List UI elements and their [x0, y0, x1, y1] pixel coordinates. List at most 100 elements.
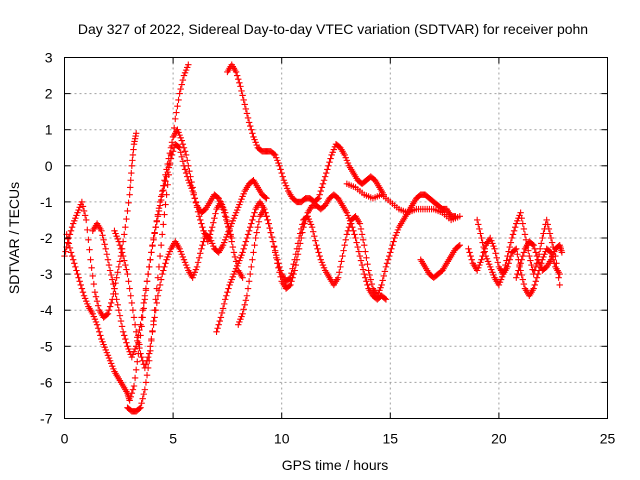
data-point — [264, 216, 271, 224]
data-point — [190, 191, 197, 198]
data-point — [238, 313, 245, 320]
data-point — [374, 292, 381, 299]
data-point — [93, 297, 101, 305]
data-point — [200, 238, 207, 245]
data-point — [267, 229, 275, 236]
data-point — [205, 233, 213, 241]
data-point — [240, 245, 247, 253]
data-point — [268, 233, 276, 241]
data-point — [473, 216, 481, 224]
data-point — [140, 299, 147, 307]
data-point — [123, 215, 130, 223]
data-point — [242, 297, 250, 304]
data-point — [103, 311, 111, 318]
data-point — [269, 238, 277, 245]
data-point — [506, 243, 513, 251]
data-point — [365, 267, 372, 274]
y-tick-labels: -7 -6 -5 -4 -3 -2 -1 0 1 2 3 — [40, 50, 53, 427]
data-point — [382, 296, 390, 303]
data-point — [229, 217, 237, 225]
data-point — [118, 323, 126, 330]
data-point — [387, 249, 394, 256]
data-point — [160, 221, 167, 228]
data-point — [319, 261, 327, 269]
data-point — [231, 268, 239, 275]
data-point — [142, 361, 150, 368]
data-point — [294, 240, 302, 247]
data-point — [356, 220, 364, 227]
data-point — [72, 263, 79, 271]
data-point — [363, 278, 370, 285]
data-point — [216, 317, 223, 325]
data-point — [520, 249, 528, 256]
data-point — [107, 271, 115, 279]
data-point — [525, 247, 532, 254]
data-point — [146, 350, 153, 357]
data-point — [125, 345, 132, 353]
data-point — [104, 352, 112, 359]
data-point — [334, 274, 342, 281]
data-point — [159, 231, 166, 238]
data-point — [245, 119, 253, 126]
data-point — [263, 213, 270, 220]
x-tick-label: 20 — [491, 431, 507, 447]
data-point — [344, 212, 352, 219]
data-point — [105, 307, 113, 314]
data-point — [174, 103, 181, 110]
data-point — [124, 207, 131, 215]
data-point — [271, 151, 279, 159]
data-point — [298, 225, 305, 233]
data-point — [124, 343, 131, 350]
data-point — [211, 214, 218, 222]
data-point — [74, 209, 81, 216]
data-point — [132, 328, 140, 336]
data-point — [223, 216, 230, 224]
data-point — [455, 242, 462, 250]
data-point — [511, 223, 519, 231]
data-point — [317, 187, 324, 195]
data-point — [530, 285, 537, 292]
data-point — [73, 267, 80, 274]
data-point — [232, 209, 240, 216]
data-point — [149, 242, 156, 249]
data-point — [222, 236, 229, 244]
data-point — [490, 271, 497, 279]
data-point — [223, 233, 230, 241]
data-point — [273, 251, 280, 259]
data-point — [162, 260, 169, 267]
data-point — [239, 92, 246, 99]
data-point — [143, 278, 151, 285]
data-point — [317, 256, 324, 263]
data-point — [215, 195, 222, 202]
data-point — [112, 279, 119, 287]
data-point — [66, 244, 74, 252]
data-point — [536, 245, 544, 253]
data-point — [362, 274, 369, 281]
data-point — [91, 288, 99, 296]
data-point — [179, 76, 187, 84]
data-point — [345, 223, 353, 231]
data-point — [148, 249, 155, 256]
data-point — [544, 221, 551, 228]
data-point — [343, 231, 351, 238]
data-point — [538, 240, 545, 247]
data-point — [175, 96, 182, 104]
data-point — [391, 234, 398, 242]
data-point — [320, 264, 328, 271]
data-point — [212, 210, 219, 217]
data-point — [545, 225, 553, 233]
data-point — [137, 404, 144, 411]
data-point — [126, 285, 133, 292]
data-point — [350, 227, 357, 234]
data-point — [531, 245, 538, 253]
data-point — [165, 164, 172, 171]
data-point — [139, 307, 146, 314]
data-point — [165, 171, 172, 179]
data-point — [244, 285, 252, 292]
data-point — [162, 177, 169, 185]
data-point — [153, 299, 161, 307]
data-point — [274, 157, 281, 164]
data-point — [225, 285, 232, 292]
data-point — [519, 252, 526, 260]
data-point — [240, 190, 247, 197]
